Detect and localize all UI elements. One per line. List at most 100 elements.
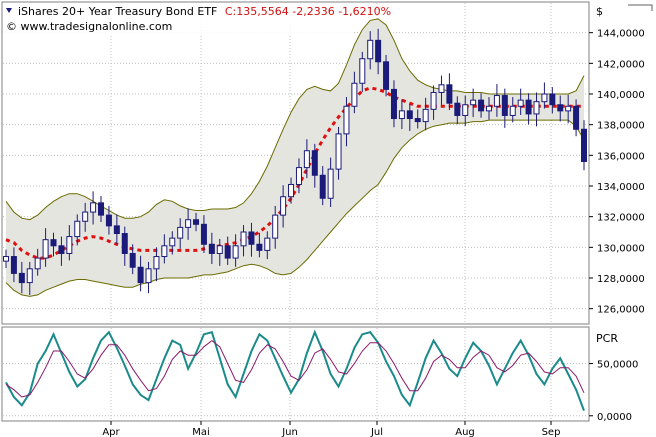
candle-body (208, 243, 215, 254)
candle-body (390, 88, 397, 120)
candle-body (185, 219, 192, 228)
candle-body (478, 99, 485, 112)
candle-body (454, 102, 461, 116)
candle-body (280, 196, 287, 216)
candle-body (533, 101, 540, 115)
candle-body (18, 272, 25, 284)
candle-body (232, 245, 239, 259)
candle-body (240, 231, 247, 247)
candle-body (359, 58, 366, 84)
candle-body (193, 219, 200, 225)
candle-body (113, 225, 120, 235)
chart-title-line: iShares 20+ Year Treasury Bond ETF C:135… (18, 5, 391, 18)
candle-body (517, 99, 524, 107)
candle-body (398, 110, 405, 120)
candle-body (470, 99, 477, 106)
candlestick-series (3, 28, 587, 296)
candle-body (541, 93, 548, 103)
candle-body (58, 245, 65, 254)
pcr-tick-label: 0,0000 (597, 412, 632, 423)
bollinger-lower-line (5, 119, 585, 297)
time-tick-label: Sep (542, 427, 561, 437)
candle-body (26, 268, 33, 284)
candle-body (581, 128, 587, 162)
candle-body (501, 95, 508, 116)
price-tick-label: 126,0000 (597, 305, 645, 316)
candle-body (462, 104, 469, 116)
candle-body (256, 243, 263, 251)
time-tick-label: Aug (455, 427, 475, 437)
candle-body (153, 256, 160, 270)
bollinger-middle-line (5, 86, 584, 260)
candle-body (303, 150, 310, 169)
price-tick-label: 130,0000 (597, 243, 645, 254)
pcr-axis-label: PCR (596, 332, 618, 345)
candle-body (430, 91, 437, 110)
price-tick-label: 132,0000 (597, 213, 645, 224)
price-tick-label: 142,0000 (597, 59, 645, 70)
time-tick-label: Apr (102, 427, 120, 437)
candle-body (422, 108, 429, 123)
candle-body (311, 150, 318, 176)
pcr-line (5, 329, 585, 411)
candle-body (438, 84, 445, 93)
price-tick-label: 138,0000 (597, 121, 645, 132)
candle-body (406, 110, 413, 120)
time-tick-label: Jun (281, 427, 298, 437)
candle-body (525, 99, 532, 115)
candle-body (446, 84, 453, 104)
candle-body (327, 168, 334, 199)
candle-body (248, 231, 255, 245)
candle-body (557, 104, 564, 112)
header-background (3, 3, 353, 34)
pcr-axis: 0,0000 50,0000 (589, 360, 638, 423)
candle-body (121, 233, 128, 254)
candle-body (177, 226, 184, 239)
candle-body (367, 39, 374, 60)
candle-body (319, 174, 326, 199)
price-tick-label: 128,0000 (597, 274, 645, 285)
candle-body (137, 266, 144, 284)
price-quote: C:135,5564 -2,2336 -1,6210% (225, 5, 391, 18)
candle-body (549, 93, 556, 106)
candle-body (34, 257, 41, 270)
candle-body (375, 39, 382, 63)
candle-body (288, 183, 295, 198)
price-tick-label: 136,0000 (597, 151, 645, 162)
candle-body (343, 105, 350, 135)
candle-body (414, 118, 421, 123)
indicator-panel-frame (1, 326, 590, 422)
time-tick-label: Mai (192, 427, 210, 437)
source-credit: © www.tradesignalonline.com (6, 20, 172, 33)
candle-body (169, 237, 176, 247)
price-axis: 126,0000 128,0000 130,0000 132,0000 134,0000… (589, 29, 645, 316)
price-tick-label: 140,0000 (597, 90, 645, 101)
candle-body (105, 214, 112, 227)
candle-body (224, 245, 231, 259)
candle-body (74, 220, 81, 238)
instrument-name: iShares 20+ Year Treasury Bond ETF (18, 5, 217, 18)
candle-body (264, 237, 271, 251)
candle-body (90, 202, 97, 213)
candle-body (145, 268, 152, 284)
candle-body (295, 167, 302, 185)
resize-corner-icon[interactable] (628, 4, 653, 11)
price-tick-label: 144,0000 (597, 29, 645, 40)
candle-body (573, 105, 580, 130)
candle-body (383, 61, 390, 90)
bollinger-band-area (6, 18, 584, 297)
pcr-tick-label: 50,0000 (597, 360, 638, 371)
price-tick-label: 134,0000 (597, 182, 645, 193)
dollar-axis-label: $ (596, 5, 603, 18)
candle-body (82, 211, 89, 222)
candle-body (509, 105, 516, 116)
candle-body (161, 245, 168, 258)
candle-body (351, 82, 358, 107)
time-axis: Apr Mai Jun Jul Aug Sep (102, 421, 560, 437)
candle-body (98, 202, 105, 216)
candle-body (3, 256, 9, 262)
candle-body (216, 245, 223, 254)
collapse-arrow-icon[interactable] (6, 8, 12, 13)
candle-body (493, 95, 500, 107)
